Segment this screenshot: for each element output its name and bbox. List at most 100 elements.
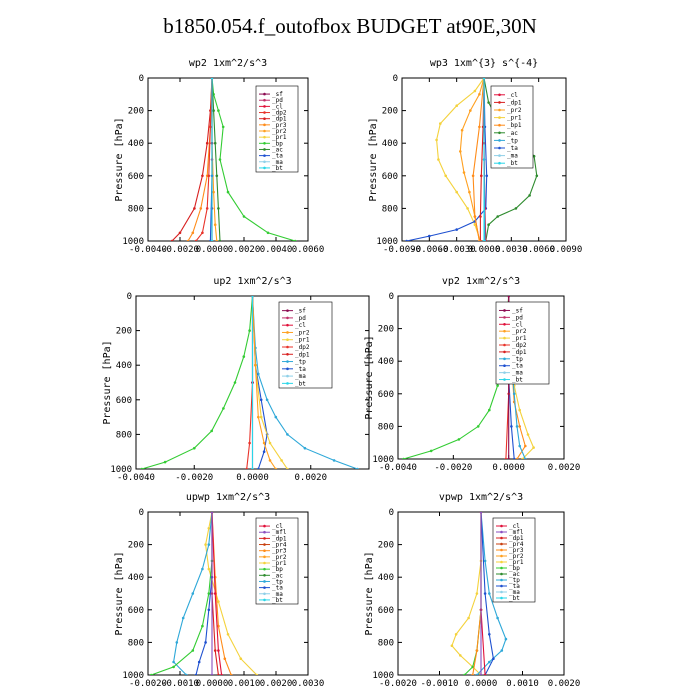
data-point <box>217 673 220 675</box>
series-line-pr2 <box>251 296 277 469</box>
legend-label: _bt <box>272 165 283 172</box>
legend-label: _pd <box>512 314 523 321</box>
data-point <box>259 415 263 419</box>
legend-marker <box>263 129 266 133</box>
data-point <box>259 398 263 402</box>
legend-label: _bp <box>272 140 283 147</box>
x-tick-label: 0.0000 <box>196 679 229 689</box>
legend-marker <box>503 322 506 326</box>
data-point <box>473 223 477 226</box>
data-point <box>274 467 278 469</box>
data-point <box>478 239 481 241</box>
data-point <box>201 567 204 571</box>
legend-marker <box>286 331 289 334</box>
figure-title: b1850.054.f_outofbox BUDGET at90E,30N <box>163 14 537 38</box>
legend-marker <box>503 378 506 381</box>
x-tick-label: 0.0060 <box>522 245 555 255</box>
panel-title: vp2 1xm^2/s^3 <box>442 276 520 287</box>
data-point <box>207 592 211 595</box>
legend-label: _cl <box>512 321 523 328</box>
data-point <box>149 673 153 675</box>
x-tick-label: 0.0020 <box>228 245 261 255</box>
legend-marker <box>498 161 501 165</box>
data-point <box>193 207 196 210</box>
data-point <box>507 457 510 459</box>
y-tick-label: 400 <box>128 573 144 583</box>
legend-label: _dp1 <box>272 535 287 542</box>
data-point <box>483 673 487 675</box>
legend-marker <box>503 371 506 374</box>
data-point <box>479 215 482 218</box>
x-tick-label: 0.0010 <box>228 679 261 689</box>
data-point <box>257 372 260 376</box>
data-point <box>455 190 459 194</box>
legend: _cl_dp1_pr2_pr1_bp1_ac_tp_ta_ma_bt <box>490 85 534 169</box>
x-tick-label: -0.0060 <box>410 245 448 255</box>
legend-marker <box>503 336 506 340</box>
data-point <box>209 125 212 129</box>
data-point <box>210 429 213 433</box>
legend-marker <box>263 166 266 170</box>
data-point <box>201 174 204 178</box>
series-line-tp <box>173 512 213 675</box>
legend-marker <box>286 382 289 385</box>
legend-marker <box>503 309 506 312</box>
data-point <box>268 441 272 445</box>
legend-label: _cl <box>272 103 283 110</box>
data-point <box>191 231 195 235</box>
data-point <box>172 665 175 669</box>
x-tick-label: -0.0040 <box>117 473 155 483</box>
data-point <box>215 239 219 241</box>
data-point <box>428 234 431 238</box>
y-tick-label: 1000 <box>372 671 394 681</box>
legend-marker <box>263 555 266 559</box>
y-axis-label: Pressure [hPa] <box>364 335 375 419</box>
x-tick-label: 0.0090 <box>550 245 583 255</box>
y-tick-label: 0 <box>127 292 132 302</box>
legend-label: _tp <box>509 577 520 584</box>
data-point <box>280 459 283 462</box>
y-tick-label: 800 <box>128 204 144 214</box>
legend-marker <box>286 352 289 356</box>
legend-label: _ta <box>509 583 520 590</box>
data-point <box>242 355 246 358</box>
data-point <box>402 457 405 459</box>
legend-label: _ma <box>507 153 518 160</box>
data-point <box>286 467 289 469</box>
legend-marker <box>498 123 501 127</box>
series-line-ta <box>476 512 507 675</box>
data-point <box>213 223 217 226</box>
x-tick-label: 0.0000 <box>492 463 525 473</box>
x-tick-label: 0.0060 <box>292 245 325 255</box>
data-point <box>518 408 521 412</box>
data-point <box>475 649 479 652</box>
x-tick-label: 0.0000 <box>196 245 229 255</box>
data-point <box>178 231 182 235</box>
data-point <box>210 512 214 514</box>
data-point <box>504 637 508 641</box>
y-tick-label: 0 <box>139 508 144 518</box>
legend-marker <box>286 345 289 349</box>
data-point <box>488 592 491 595</box>
legend-label: _dp1 <box>512 349 527 356</box>
chart-panel-5: upwp 1xm^2/s^3 Pressure [hPa] 0 200 400 600 80… <box>114 492 324 689</box>
y-axis-label: Pressure [hPa] <box>368 117 379 201</box>
y-tick-label: 800 <box>382 204 398 214</box>
legend-label: _tp <box>272 578 283 585</box>
data-point <box>483 592 487 595</box>
data-point <box>514 207 518 210</box>
data-point <box>518 444 521 448</box>
x-tick-label: -0.0090 <box>383 245 421 255</box>
y-axis-label: Pressure [hPa] <box>364 551 375 635</box>
data-point <box>468 190 471 194</box>
legend-marker <box>286 374 289 378</box>
data-point <box>455 228 459 231</box>
data-point <box>248 329 251 332</box>
legend-label: _dp2 <box>295 344 310 351</box>
y-tick-label: 600 <box>128 606 144 616</box>
data-point <box>524 444 527 448</box>
data-point <box>204 641 207 644</box>
x-tick-label: -0.0040 <box>129 245 167 255</box>
x-tick-label: 0.0000 <box>236 473 269 483</box>
y-tick-label: 0 <box>139 74 144 84</box>
